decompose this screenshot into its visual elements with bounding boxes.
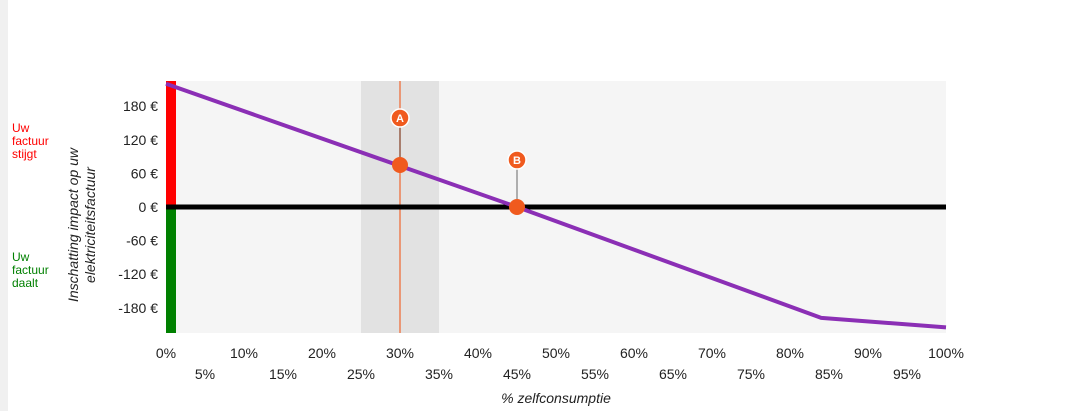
series-line xyxy=(165,81,947,330)
x-tick-label: 90% xyxy=(854,345,882,361)
marker-point xyxy=(509,199,525,215)
x-axis-ticks: 0% 10% 20% 30% 40% 50% 60% 70% 80% 90% 100% 5% 15% 25… xyxy=(156,345,964,382)
y-axis-label: Inschatting impact op uwelektriciteitsfa… xyxy=(65,147,98,302)
x-tick-label: 15% xyxy=(269,366,297,382)
y-axis-label-line: elektriciteitsfactuur xyxy=(82,166,98,283)
y-tick-label: -180 € xyxy=(118,300,158,316)
x-tick-label: 30% xyxy=(386,345,414,361)
marker-badge xyxy=(390,108,410,128)
x-tick-label: 40% xyxy=(464,345,492,361)
bill-decreases-label: Uw factuur daalt xyxy=(12,250,49,290)
x-tick-label: 60% xyxy=(620,345,648,361)
marker-label: B xyxy=(513,155,521,167)
x-tick-label: 0% xyxy=(156,345,176,361)
marker-badge xyxy=(507,150,527,170)
y-axis-label-line: Inschatting impact op uw xyxy=(65,147,81,302)
x-tick-label: 80% xyxy=(776,345,804,361)
marker-point xyxy=(392,157,408,173)
x-tick-label: 100% xyxy=(928,345,964,361)
x-tick-label: 95% xyxy=(893,366,921,382)
y-axis-ticks: 180 € 120 € 60 € 0 € -60 € -120 € -180 € xyxy=(118,98,158,316)
x-tick-label: 75% xyxy=(737,366,765,382)
x-tick-label: 5% xyxy=(195,366,215,382)
x-tick-label: 65% xyxy=(659,366,687,382)
x-tick-label: 25% xyxy=(347,366,375,382)
x-axis-label: % zelfconsumptie xyxy=(501,390,611,406)
marker-label: A xyxy=(396,113,404,125)
y-tick-label: -60 € xyxy=(126,233,158,249)
x-tick-label: 45% xyxy=(503,366,531,382)
x-tick-label: 10% xyxy=(230,345,258,361)
y-tick-label: 120 € xyxy=(123,132,158,148)
bill-increases-label: Uw factuur stijgt xyxy=(12,121,49,161)
x-tick-label: 20% xyxy=(308,345,336,361)
x-tick-label: 50% xyxy=(542,345,570,361)
y-tick-label: 0 € xyxy=(139,199,159,215)
markers: AB xyxy=(390,108,527,215)
y-tick-label: 60 € xyxy=(131,165,158,181)
y-tick-label: 180 € xyxy=(123,98,158,114)
x-tick-label: 85% xyxy=(815,366,843,382)
x-tick-label: 70% xyxy=(698,345,726,361)
x-tick-label: 55% xyxy=(581,366,609,382)
y-tick-label: -120 € xyxy=(118,266,158,282)
x-tick-label: 35% xyxy=(425,366,453,382)
